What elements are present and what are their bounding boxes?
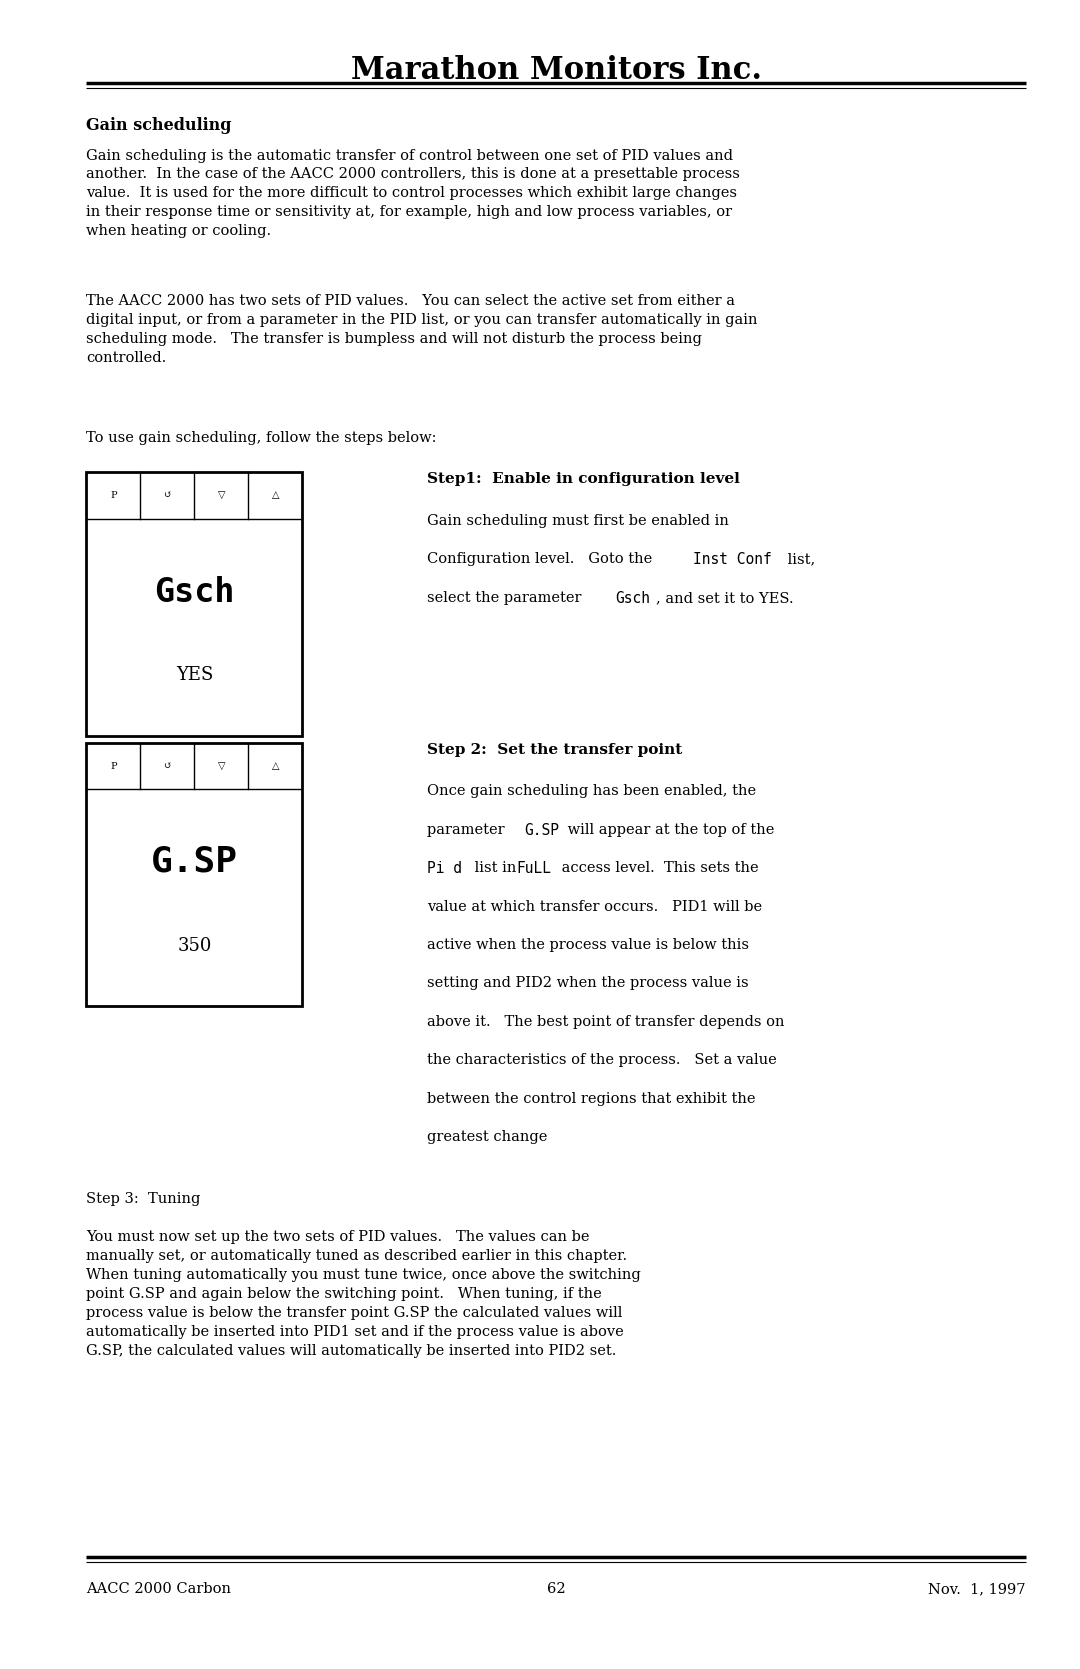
Text: ▽: ▽ xyxy=(218,491,225,501)
Text: list,: list, xyxy=(783,552,815,566)
Text: P: P xyxy=(110,761,117,771)
Text: 62: 62 xyxy=(546,1582,566,1596)
Text: Gsch: Gsch xyxy=(154,576,234,609)
Text: Step 2:  Set the transfer point: Step 2: Set the transfer point xyxy=(427,743,681,756)
Text: You must now set up the two sets of PID values.   The values can be
manually set: You must now set up the two sets of PID … xyxy=(86,1230,642,1359)
Text: select the parameter: select the parameter xyxy=(427,591,585,604)
Text: To use gain scheduling, follow the steps below:: To use gain scheduling, follow the steps… xyxy=(86,431,437,444)
Text: the characteristics of the process.   Set a value: the characteristics of the process. Set … xyxy=(427,1053,777,1066)
Text: Gain scheduling: Gain scheduling xyxy=(86,117,232,134)
Bar xyxy=(86,743,302,1006)
Text: Configuration level.   Goto the: Configuration level. Goto the xyxy=(427,552,657,566)
Text: ↺: ↺ xyxy=(163,761,172,771)
Text: Nov.  1, 1997: Nov. 1, 1997 xyxy=(929,1582,1026,1596)
Text: P: P xyxy=(110,491,117,501)
Text: △: △ xyxy=(272,761,279,771)
Text: greatest change: greatest change xyxy=(427,1130,546,1143)
Text: 350: 350 xyxy=(177,936,212,955)
Text: Once gain scheduling has been enabled, the: Once gain scheduling has been enabled, t… xyxy=(427,784,756,798)
Text: The AACC 2000 has two sets of PID values.   You can select the active set from e: The AACC 2000 has two sets of PID values… xyxy=(86,294,758,364)
Text: will appear at the top of the: will appear at the top of the xyxy=(563,823,774,836)
Text: Gsch: Gsch xyxy=(616,591,650,606)
Text: Gain scheduling must first be enabled in: Gain scheduling must first be enabled in xyxy=(427,514,729,527)
Text: ▽: ▽ xyxy=(218,761,225,771)
Text: △: △ xyxy=(272,491,279,501)
Text: above it.   The best point of transfer depends on: above it. The best point of transfer dep… xyxy=(427,1015,784,1028)
Text: access level.  This sets the: access level. This sets the xyxy=(557,861,759,875)
Text: ↺: ↺ xyxy=(163,491,172,501)
Text: Inst Conf: Inst Conf xyxy=(693,552,772,567)
Bar xyxy=(86,472,302,736)
Text: G.SP: G.SP xyxy=(151,845,238,878)
Text: YES: YES xyxy=(176,666,213,684)
Text: Marathon Monitors Inc.: Marathon Monitors Inc. xyxy=(351,55,761,87)
Text: AACC 2000 Carbon: AACC 2000 Carbon xyxy=(86,1582,231,1596)
Text: , and set it to YES.: , and set it to YES. xyxy=(656,591,793,604)
Text: G.SP: G.SP xyxy=(524,823,558,838)
Text: list in: list in xyxy=(470,861,521,875)
Text: active when the process value is below this: active when the process value is below t… xyxy=(427,938,748,951)
Text: between the control regions that exhibit the: between the control regions that exhibit… xyxy=(427,1092,755,1105)
Text: value at which transfer occurs.   PID1 will be: value at which transfer occurs. PID1 wil… xyxy=(427,900,761,913)
Text: Pi d: Pi d xyxy=(427,861,461,876)
Text: Step1:  Enable in configuration level: Step1: Enable in configuration level xyxy=(427,472,740,486)
Text: Step 3:  Tuning: Step 3: Tuning xyxy=(86,1192,201,1205)
Text: parameter: parameter xyxy=(427,823,509,836)
Text: Gain scheduling is the automatic transfer of control between one set of PID valu: Gain scheduling is the automatic transfe… xyxy=(86,149,740,239)
Text: setting and PID2 when the process value is: setting and PID2 when the process value … xyxy=(427,976,748,990)
Text: FuLL: FuLL xyxy=(516,861,551,876)
